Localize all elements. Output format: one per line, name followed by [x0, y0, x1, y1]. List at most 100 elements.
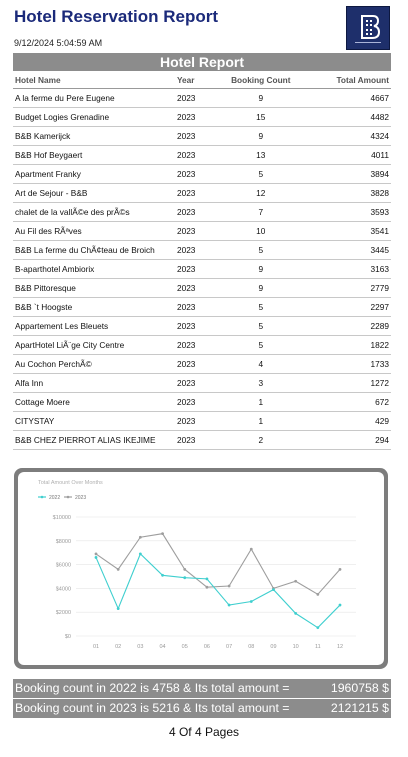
- cell-hotel-name: Budget Logies Grenadine: [13, 107, 175, 127]
- cell-year: 2023: [174, 335, 217, 355]
- legend-label-2022: 2022: [49, 495, 60, 501]
- y-tick-label: $0: [65, 634, 71, 640]
- cell-total-amount: 3445: [304, 240, 391, 260]
- data-point-2023: [249, 547, 253, 551]
- col-hotel-name: Hotel Name: [13, 71, 175, 89]
- cell-hotel-name: B&B Hof Beygaert: [13, 145, 175, 165]
- y-tick-label: $10000: [53, 515, 71, 521]
- cell-booking-count: 7: [216, 202, 305, 222]
- data-point-2023: [294, 579, 298, 583]
- data-point-2023: [338, 567, 342, 571]
- col-year: Year: [174, 71, 217, 89]
- legend-marker-2023: [66, 495, 70, 499]
- cell-hotel-name: Art de Sejour - B&B: [13, 183, 175, 203]
- series-line-2022: [95, 552, 341, 629]
- cell-year: 2023: [174, 430, 217, 450]
- cell-year: 2023: [174, 316, 217, 336]
- cell-hotel-name: B&B La ferme du ChÃ¢teau de Broich: [13, 240, 175, 260]
- cell-year: 2023: [174, 107, 217, 127]
- hotel-logo-icon: [346, 6, 390, 50]
- cell-year: 2023: [174, 126, 217, 146]
- data-point-2022: [183, 576, 187, 580]
- report-datetime: 9/12/2024 5:04:59 AM: [14, 38, 103, 48]
- x-tick-label: 12: [337, 644, 343, 650]
- cell-total-amount: 2779: [304, 278, 391, 298]
- table-row: Art de Sejour - B&B 2023 12 3828: [13, 183, 391, 203]
- cell-booking-count: 12: [216, 183, 305, 203]
- table-row: B&B `t Hoogste 2023 5 2297: [13, 297, 391, 317]
- hotel-table: Hotel Name Year Booking Count Total Amou…: [13, 71, 391, 450]
- cell-year: 2023: [174, 354, 217, 374]
- cell-total-amount: 429: [304, 411, 391, 431]
- cell-hotel-name: A la ferme du Pere Eugene: [13, 88, 175, 108]
- data-point-2022: [161, 573, 164, 577]
- cell-booking-count: 13: [216, 145, 305, 165]
- table-row: B&B Hof Beygaert 2023 13 4011: [13, 145, 391, 165]
- cell-hotel-name: Au Fil des RÃªves: [13, 221, 175, 241]
- cell-total-amount: 3894: [304, 164, 391, 184]
- legend-marker-2022: [40, 495, 44, 499]
- hotel-report-banner: Hotel Report: [13, 53, 391, 71]
- cell-booking-count: 1: [216, 392, 305, 412]
- data-point-2023: [227, 584, 231, 588]
- x-tick-label: 06: [204, 644, 210, 650]
- data-point-2023: [94, 552, 98, 556]
- page-indicator: 4 Of 4 Pages: [168, 725, 240, 739]
- chart-panel: Total Amount Over Months 2022 2023 $0 $2000 $…: [18, 472, 384, 665]
- summary-2023: Booking count in 2023 is 5216 & Its tota…: [13, 699, 391, 718]
- cell-hotel-name: Alfa Inn: [13, 373, 175, 393]
- data-point-2022: [249, 600, 253, 603]
- cell-booking-count: 1: [216, 411, 305, 431]
- data-point-2022: [316, 626, 320, 630]
- cell-year: 2023: [174, 411, 217, 431]
- table-row: B-aparthotel Ambiorix 2023 9 3163: [13, 259, 391, 279]
- data-point-2022: [338, 603, 342, 607]
- cell-hotel-name: B&B CHEZ PIERROT ALIAS IKEJIME: [13, 430, 175, 450]
- series-line-2023: [95, 533, 341, 596]
- cell-booking-count: 2: [216, 430, 305, 450]
- cell-booking-count: 10: [216, 221, 305, 241]
- cell-hotel-name: B&B Kamerijck: [13, 126, 175, 146]
- x-tick-label: 04: [159, 644, 165, 650]
- table-header-row: Hotel Name Year Booking Count Total Amou…: [13, 71, 391, 89]
- cell-year: 2023: [174, 183, 217, 203]
- cell-total-amount: 1822: [304, 335, 391, 355]
- y-tick-label: $8000: [56, 539, 71, 545]
- cell-year: 2023: [174, 278, 217, 298]
- cell-booking-count: 9: [216, 259, 305, 279]
- cell-year: 2023: [174, 145, 217, 165]
- data-point-2022: [205, 577, 209, 581]
- cell-booking-count: 3: [216, 373, 305, 393]
- cell-hotel-name: B-aparthotel Ambiorix: [13, 259, 175, 279]
- table-row: Au Cochon PerchÃ© 2023 4 1733: [13, 354, 391, 374]
- x-tick-label: 03: [137, 644, 143, 650]
- x-tick-label: 08: [248, 644, 254, 650]
- col-booking-count: Booking Count: [216, 71, 305, 89]
- cell-booking-count: 5: [216, 297, 305, 317]
- cell-year: 2023: [174, 297, 217, 317]
- report-title: Hotel Reservation Report: [14, 7, 219, 26]
- chart-frame: Total Amount Over Months 2022 2023 $0 $2000 $…: [14, 468, 388, 669]
- cell-total-amount: 3593: [304, 202, 391, 222]
- data-point-2022: [294, 611, 298, 615]
- cell-hotel-name: chalet de la vallÃ©e des prÃ©s: [13, 202, 175, 222]
- cell-total-amount: 294: [304, 430, 391, 450]
- data-point-2022: [138, 552, 142, 556]
- table-row: Alfa Inn 2023 3 1272: [13, 373, 391, 393]
- cell-year: 2023: [174, 392, 217, 412]
- summary-2022: Booking count in 2022 is 4758 & Its tota…: [13, 679, 391, 698]
- data-point-2023: [116, 567, 120, 571]
- table-row: Budget Logies Grenadine 2023 15 4482: [13, 107, 391, 127]
- cell-total-amount: 3541: [304, 221, 391, 241]
- data-point-2023: [138, 535, 142, 539]
- data-point-2022: [227, 603, 231, 607]
- cell-booking-count: 9: [216, 88, 305, 108]
- table-row: Cottage Moere 2023 1 672: [13, 392, 391, 412]
- col-total-amount: Total Amount: [304, 71, 391, 89]
- chart-title: Total Amount Over Months: [38, 480, 103, 486]
- cell-hotel-name: Au Cochon PerchÃ©: [13, 354, 175, 374]
- cell-total-amount: 2297: [304, 297, 391, 317]
- table-row: chalet de la vallÃ©e des prÃ©s 2023 7 3593: [13, 202, 391, 222]
- x-tick-label: 05: [182, 644, 188, 650]
- cell-booking-count: 9: [216, 126, 305, 146]
